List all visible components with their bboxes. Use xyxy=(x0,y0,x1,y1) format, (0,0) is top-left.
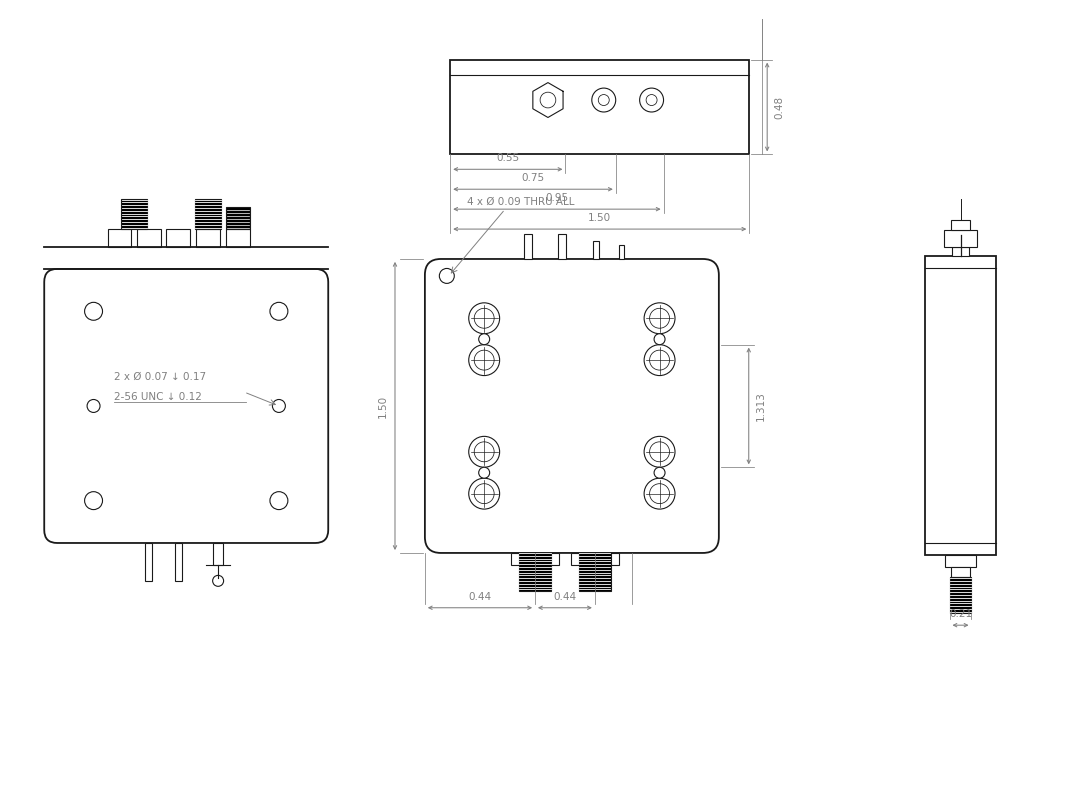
Text: 1.313: 1.313 xyxy=(756,391,766,421)
Circle shape xyxy=(85,302,103,320)
Text: 2 x Ø 0.07 ↓ 0.17: 2 x Ø 0.07 ↓ 0.17 xyxy=(115,372,207,382)
Bar xyxy=(571,553,589,565)
Text: 4 x Ø 0.09 THRU ALL: 4 x Ø 0.09 THRU ALL xyxy=(467,197,575,207)
Circle shape xyxy=(654,467,665,479)
Text: 0.44: 0.44 xyxy=(554,592,576,602)
Circle shape xyxy=(650,308,669,328)
FancyBboxPatch shape xyxy=(425,259,719,553)
Bar xyxy=(524,234,532,259)
Bar xyxy=(924,256,996,555)
Circle shape xyxy=(474,350,494,370)
Bar xyxy=(951,567,970,577)
Circle shape xyxy=(469,479,500,509)
Circle shape xyxy=(654,334,665,345)
Circle shape xyxy=(599,95,609,105)
Bar xyxy=(558,234,565,259)
Circle shape xyxy=(439,268,454,283)
Text: 0.95: 0.95 xyxy=(545,193,569,203)
Text: 2-56 UNC ↓ 0.12: 2-56 UNC ↓ 0.12 xyxy=(115,392,202,402)
Circle shape xyxy=(272,399,285,412)
Bar xyxy=(619,245,624,259)
Bar xyxy=(945,555,976,567)
Bar xyxy=(541,553,559,565)
Circle shape xyxy=(644,437,675,467)
Bar xyxy=(950,577,971,613)
Circle shape xyxy=(644,303,675,334)
Circle shape xyxy=(213,575,224,586)
Circle shape xyxy=(639,88,664,112)
Text: 0.48: 0.48 xyxy=(774,96,784,119)
Circle shape xyxy=(474,483,494,504)
Bar xyxy=(450,59,750,154)
Circle shape xyxy=(644,345,675,376)
FancyBboxPatch shape xyxy=(44,269,328,543)
Circle shape xyxy=(479,334,489,345)
Bar xyxy=(944,229,978,247)
Circle shape xyxy=(592,88,616,112)
Circle shape xyxy=(87,399,100,412)
Bar xyxy=(107,229,132,247)
Bar xyxy=(121,199,148,229)
Circle shape xyxy=(650,350,669,370)
Circle shape xyxy=(650,483,669,504)
Bar xyxy=(578,553,610,591)
Circle shape xyxy=(85,492,103,509)
Circle shape xyxy=(474,308,494,328)
Circle shape xyxy=(540,93,556,108)
Text: 1.50: 1.50 xyxy=(378,395,388,418)
Circle shape xyxy=(646,95,658,105)
Bar xyxy=(519,553,550,591)
Bar xyxy=(592,241,599,259)
Bar xyxy=(511,553,529,565)
Bar xyxy=(166,229,191,247)
Bar xyxy=(195,199,221,229)
Bar xyxy=(226,207,250,229)
Circle shape xyxy=(270,492,288,509)
Circle shape xyxy=(469,303,500,334)
Text: 0.44: 0.44 xyxy=(468,592,492,602)
Bar xyxy=(601,553,619,565)
Circle shape xyxy=(474,442,494,462)
Circle shape xyxy=(469,345,500,376)
Text: 1.50: 1.50 xyxy=(588,213,612,223)
Text: 0.21: 0.21 xyxy=(949,609,972,619)
Bar xyxy=(213,543,223,565)
Circle shape xyxy=(270,302,288,320)
Circle shape xyxy=(479,467,489,479)
Bar xyxy=(145,543,152,581)
Bar xyxy=(196,229,221,247)
Circle shape xyxy=(644,479,675,509)
Circle shape xyxy=(469,437,500,467)
Text: 0.55: 0.55 xyxy=(496,153,519,163)
Bar xyxy=(226,229,250,247)
Circle shape xyxy=(650,442,669,462)
Bar xyxy=(137,229,162,247)
Bar xyxy=(952,247,969,256)
Bar xyxy=(951,220,970,229)
Text: 0.75: 0.75 xyxy=(522,173,544,184)
Bar xyxy=(175,543,182,581)
